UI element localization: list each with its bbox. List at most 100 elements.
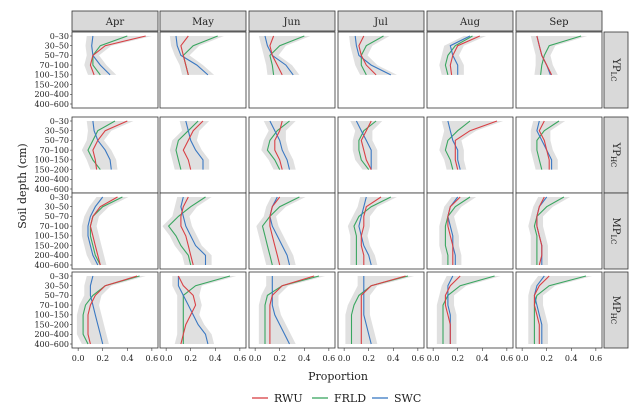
series-line-frld: [269, 35, 305, 75]
series-line-rwu: [536, 35, 553, 76]
y-axis-title: Soil depth (cm): [16, 143, 29, 228]
uncertainty-band: [261, 121, 296, 170]
uncertainty-band: [347, 197, 397, 265]
month-strip: [71, 10, 159, 32]
series-line-frld: [444, 120, 471, 170]
x-tick-label: 0.4: [209, 354, 222, 363]
x-tick-label: 0.2: [451, 354, 464, 363]
series-line-frld: [87, 120, 116, 170]
series-line-swc: [354, 35, 392, 76]
uncertainty-band: [530, 36, 588, 75]
row-strip: [603, 192, 629, 270]
series-line-rwu: [536, 196, 545, 266]
month-strip: [426, 10, 514, 32]
uncertainty-band: [162, 197, 212, 265]
series-line-frld: [533, 275, 587, 344]
series-line-swc: [180, 196, 207, 265]
y-tick-label: 50–70: [45, 212, 69, 221]
series-line-rwu: [269, 275, 315, 344]
series-line-frld: [540, 35, 582, 75]
x-tick-label: 0.0: [160, 354, 173, 363]
series-line-frld: [261, 196, 300, 266]
series-line-frld: [89, 196, 123, 266]
month-strip: [515, 10, 603, 32]
row-strip-label: MPLC: [609, 218, 621, 245]
x-tick-label: 0.2: [362, 354, 375, 363]
uncertainty-band: [169, 36, 224, 75]
y-tick-label: 100–150: [34, 232, 69, 241]
x-tick-label: 0.4: [565, 354, 578, 363]
series-line-swc: [358, 196, 372, 266]
month-strip-label: Aug: [459, 17, 481, 28]
y-tick-label: 400–600: [34, 100, 69, 109]
month-strip: [337, 10, 425, 32]
y-tick-label: 400–600: [34, 185, 69, 194]
uncertainty-band: [530, 121, 566, 170]
row-strip: [603, 31, 629, 109]
series-line-frld: [444, 35, 473, 76]
series-line-rwu: [538, 120, 550, 170]
series-line-frld: [266, 120, 290, 170]
series-line-swc: [355, 120, 372, 170]
series-line-frld: [533, 196, 565, 265]
y-tick-label: 100–150: [34, 156, 69, 165]
x-tick-label: 0.2: [273, 354, 286, 363]
row-strip-label: YPHC: [609, 142, 621, 168]
x-tick-label: 0.4: [298, 354, 311, 363]
y-tick-label: 50–70: [45, 291, 69, 300]
x-tick-label: 0.6: [233, 354, 246, 363]
y-tick-label: 50–70: [45, 51, 69, 60]
series-line-swc: [92, 120, 112, 170]
y-tick-label: 150–200: [34, 165, 69, 174]
y-tick-label: 0–30: [50, 117, 69, 126]
series-line-swc: [533, 275, 545, 344]
month-strip-label: Apr: [105, 17, 125, 28]
series-line-rwu: [92, 120, 128, 170]
series-line-rwu: [87, 275, 138, 345]
month-strip-label: Jun: [283, 17, 301, 28]
series-line-rwu: [358, 35, 377, 76]
series-line-swc: [185, 120, 204, 170]
series-line-rwu: [449, 35, 481, 75]
series-line-rwu: [182, 120, 204, 170]
series-line-frld: [175, 120, 199, 170]
y-tick-label: 30–50: [45, 282, 69, 291]
x-tick-label: 0.6: [589, 354, 602, 363]
series-line-rwu: [269, 35, 283, 76]
y-tick-label: 150–200: [34, 80, 69, 89]
x-tick-label: 0.6: [411, 354, 424, 363]
series-line-rwu: [180, 35, 189, 76]
facet-panel: [515, 116, 603, 194]
series-line-frld: [444, 196, 471, 265]
series-line-rwu: [454, 120, 498, 170]
series-line-swc: [269, 120, 291, 170]
y-tick-label: 200–400: [34, 175, 69, 184]
x-tick-label: 0.4: [476, 354, 489, 363]
y-tick-label: 0–30: [50, 193, 69, 202]
series-line-swc: [177, 276, 209, 345]
y-tick-label: 400–600: [34, 340, 69, 349]
series-line-rwu: [360, 275, 406, 344]
x-tick-label: 0.0: [249, 354, 262, 363]
x-tick-label: 0.0: [427, 354, 440, 363]
x-tick-label: 0.6: [322, 354, 335, 363]
y-tick-label: 200–400: [34, 330, 69, 339]
series-line-frld: [167, 196, 206, 266]
series-line-swc: [271, 276, 290, 345]
series-line-rwu: [274, 120, 283, 170]
legend-label: RWU: [274, 392, 303, 405]
x-tick-label: 0.2: [540, 354, 553, 363]
uncertainty-band: [528, 276, 593, 344]
series-line-rwu: [447, 196, 461, 265]
facet-panel: [71, 192, 159, 270]
x-tick-label: 0.4: [121, 354, 134, 363]
uncertainty-band: [256, 197, 306, 265]
x-tick-label: 0.6: [500, 354, 513, 363]
y-tick-label: 70–100: [40, 222, 69, 231]
row-strip: [603, 271, 629, 349]
x-tick-label: 0.0: [516, 354, 529, 363]
x-axis-title: Proportion: [308, 370, 368, 383]
x-tick-label: 0.0: [72, 354, 85, 363]
y-tick-label: 200–400: [34, 251, 69, 260]
facet-panel: [248, 116, 336, 194]
